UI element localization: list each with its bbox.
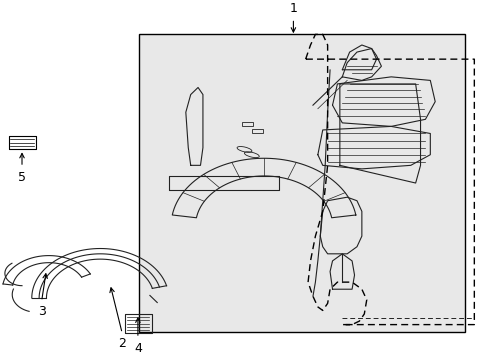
Bar <box>242 122 252 126</box>
Text: 4: 4 <box>134 342 142 355</box>
Text: 5: 5 <box>18 171 26 184</box>
Bar <box>251 129 262 134</box>
Text: 2: 2 <box>118 337 126 350</box>
Text: 3: 3 <box>38 305 45 318</box>
Text: 1: 1 <box>289 2 297 15</box>
Bar <box>139 35 464 332</box>
